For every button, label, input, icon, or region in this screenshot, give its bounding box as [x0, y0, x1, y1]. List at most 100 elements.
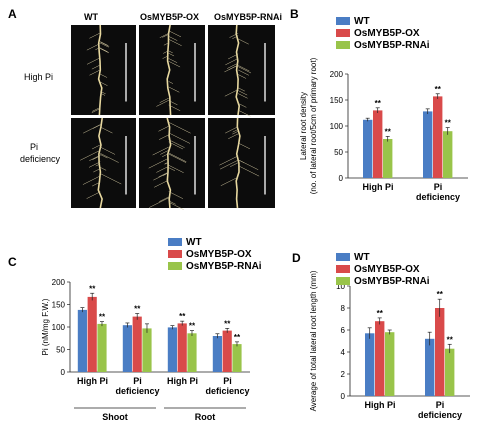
lateral-root — [168, 153, 187, 163]
x-category-label: Pi — [434, 182, 443, 192]
lateral-root — [228, 133, 239, 139]
significance-mark: ** — [435, 85, 442, 94]
x-category-label: Pi — [133, 376, 142, 386]
lateral-root — [162, 153, 169, 158]
x-category-label: High Pi — [167, 376, 198, 386]
legend-label: OsMYB5P-OX — [354, 28, 420, 39]
bar — [187, 333, 197, 372]
bar — [383, 139, 393, 178]
legend-swatch — [336, 17, 350, 25]
y-axis-title: Pi (nM/mg F.W.) — [41, 298, 50, 355]
lateral-root — [82, 175, 101, 185]
lateral-root — [168, 30, 182, 38]
photo-wt-pi-deficiency — [71, 118, 136, 208]
row-label-high-pi: High Pi — [24, 72, 53, 82]
lateral-root — [86, 57, 101, 65]
lateral-root — [238, 109, 251, 117]
bar — [177, 323, 187, 372]
y-axis-title: Average of total lateral root length (mm… — [309, 270, 318, 411]
legend-swatch — [168, 250, 182, 258]
chart-d: D 0 2 4 6 8 10 Average of total lateral root le… — [292, 251, 470, 420]
lateral-root — [238, 38, 249, 45]
significance-mark: ** — [189, 322, 196, 331]
lateral-root — [168, 132, 191, 144]
lateral-root — [168, 58, 178, 63]
y-tick-label: 4 — [341, 348, 346, 357]
legend-swatch — [336, 29, 350, 37]
y-tick-label: 50 — [334, 148, 343, 157]
lateral-root — [91, 181, 101, 187]
lateral-root — [168, 50, 173, 54]
lateral-root — [224, 89, 239, 97]
y-tick-label: 200 — [330, 70, 344, 79]
legend-label: OsMYB5P-RNAi — [186, 261, 262, 272]
photo-rnai-pi-deficiency — [208, 118, 275, 208]
y-tick-label: 200 — [52, 278, 66, 287]
x-category-label: High Pi — [363, 182, 394, 192]
lateral-root — [162, 55, 169, 59]
primary-root — [97, 117, 103, 209]
lateral-root — [164, 162, 169, 165]
lateral-root — [100, 42, 109, 48]
panel-a: A WT OsMYB5P-OX OsMYB5P-RNAi High Pi Pi … — [8, 7, 282, 210]
significance-mark: ** — [234, 333, 241, 342]
primary-root — [235, 117, 241, 209]
lateral-root — [88, 161, 101, 168]
legend-swatch — [336, 277, 350, 285]
photo-rnai-high-pi — [208, 25, 275, 115]
lateral-root — [168, 104, 181, 111]
primary-root — [235, 24, 241, 116]
y-axis-title: (no. of lateral root/5cm of primary root… — [309, 57, 318, 194]
bar — [222, 330, 232, 372]
significance-mark: ** — [377, 309, 384, 318]
x-category-label: deficiency — [115, 386, 159, 396]
bar — [425, 338, 435, 396]
lateral-root — [238, 159, 245, 163]
panel-letter: D — [292, 251, 301, 265]
column-label-ox: OsMYB5P-OX — [140, 12, 199, 22]
photo-wt-high-pi — [71, 25, 136, 115]
lateral-root — [91, 144, 101, 150]
lateral-root — [238, 74, 247, 79]
lateral-root — [100, 173, 122, 185]
legend-label: OsMYB5P-OX — [354, 264, 420, 275]
lateral-root — [238, 142, 251, 150]
lateral-root — [95, 47, 101, 51]
lateral-root — [162, 172, 169, 176]
lateral-root — [160, 150, 169, 155]
lateral-root — [228, 53, 239, 60]
legend-label: OsMYB5P-RNAi — [354, 276, 430, 287]
root-drawings — [80, 24, 266, 210]
lateral-root — [162, 34, 169, 38]
lateral-root — [156, 100, 169, 107]
lateral-root — [225, 58, 239, 66]
lateral-root — [238, 65, 250, 72]
legend-swatch — [336, 265, 350, 273]
panel-a-letter: A — [8, 7, 17, 21]
significance-mark: ** — [89, 284, 96, 293]
lateral-root — [89, 154, 101, 161]
lateral-root — [232, 131, 239, 135]
lateral-root — [100, 91, 106, 95]
x-category-label: Pi — [436, 400, 445, 410]
lateral-root — [100, 41, 108, 46]
bar — [87, 296, 97, 372]
bar — [232, 344, 242, 372]
lateral-root — [168, 167, 176, 171]
lateral-root — [224, 64, 239, 73]
bar — [97, 323, 107, 372]
bar — [433, 96, 443, 178]
y-tick-label: 10 — [336, 282, 345, 291]
lateral-root — [159, 33, 169, 38]
bar — [423, 111, 433, 178]
lateral-root — [238, 69, 250, 76]
bar — [132, 316, 142, 372]
bar — [167, 327, 177, 372]
significance-mark: ** — [447, 335, 454, 344]
lateral-root — [219, 159, 239, 170]
y-tick-label: 50 — [56, 346, 65, 355]
x-category-label: High Pi — [365, 400, 396, 410]
legend-label: WT — [186, 237, 202, 248]
y-tick-label: 150 — [330, 96, 344, 105]
lateral-root — [168, 191, 184, 199]
